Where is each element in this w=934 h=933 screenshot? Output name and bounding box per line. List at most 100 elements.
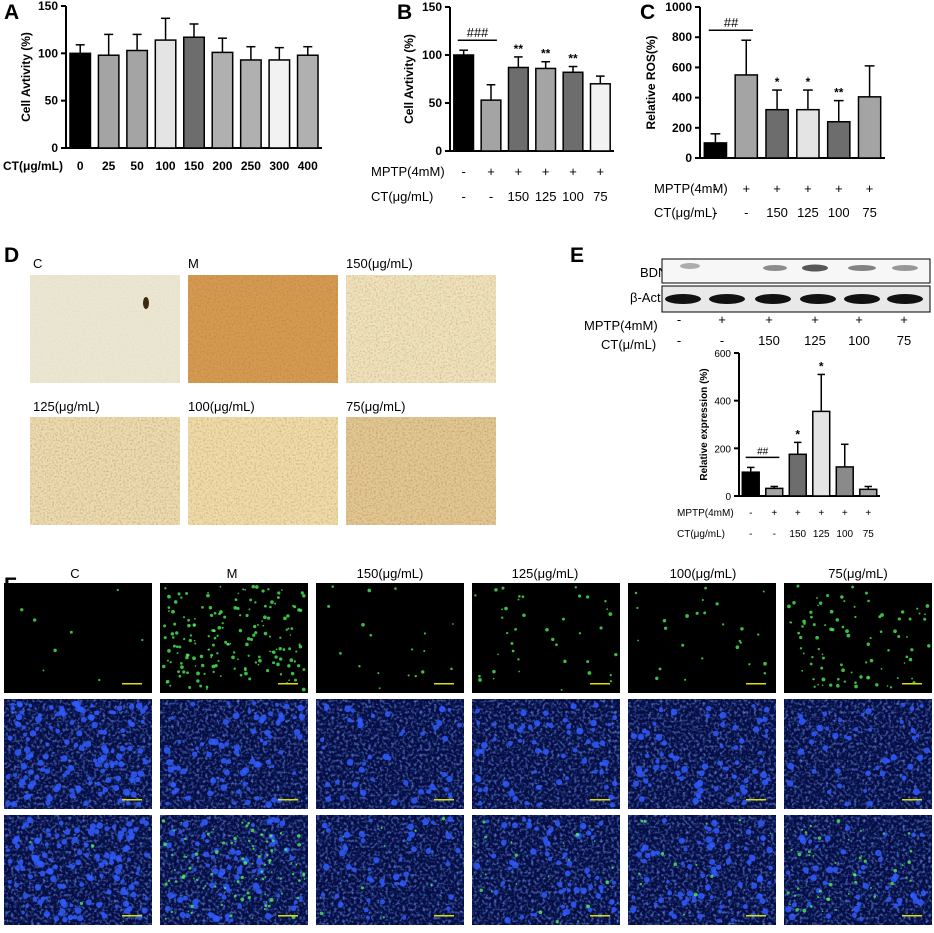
bar: [765, 487, 784, 497]
tunel-signal: [609, 679, 612, 683]
nucleus: [237, 903, 243, 909]
nucleus: [679, 776, 685, 781]
tunel-signal: [180, 665, 184, 669]
tunel-signal: [804, 831, 808, 834]
tunel-signal: [701, 657, 704, 660]
tunel-signal: [492, 677, 495, 680]
nucleus: [697, 892, 705, 900]
tunel-signal: [255, 877, 258, 880]
tunel-signal: [821, 684, 824, 686]
nucleus: [588, 884, 593, 890]
nucleus: [711, 870, 718, 877]
significance-mark: **: [541, 47, 551, 61]
micrograph-image: [4, 583, 152, 693]
nucleus: [655, 734, 663, 741]
tunel-signal: [893, 629, 897, 634]
nucleus: [50, 875, 57, 883]
tunel-signal: [882, 832, 885, 835]
nucleus: [167, 766, 174, 773]
tunel-signal: [286, 614, 290, 618]
nucleus: [504, 917, 511, 924]
tunel-signal: [234, 598, 238, 602]
nucleus: [919, 832, 924, 837]
nucleus: [199, 742, 205, 747]
nucleus: [96, 822, 104, 829]
bar: [788, 453, 807, 497]
nucleus: [56, 843, 62, 849]
tunel-signal: [233, 606, 238, 610]
nucleus: [320, 737, 325, 743]
tunel-signal: [290, 861, 293, 864]
tunel-signal: [284, 848, 288, 851]
nucleus: [650, 850, 657, 857]
nucleus: [357, 718, 363, 724]
nucleus: [239, 769, 247, 777]
tunel-signal: [900, 610, 905, 614]
nucleus: [476, 720, 481, 725]
tunel-signal: [810, 615, 813, 619]
nucleus: [637, 733, 645, 741]
micrograph-background: [784, 583, 932, 693]
nucleus: [762, 716, 768, 723]
nucleus: [367, 867, 372, 872]
tunel-signal: [254, 661, 258, 664]
scale-bar: [278, 683, 298, 685]
nucleus: [253, 761, 261, 768]
tunel-signal: [927, 644, 931, 648]
nucleus: [144, 896, 149, 901]
blot-condition: -: [720, 333, 724, 348]
tunel-signal: [660, 852, 665, 856]
nucleus: [835, 768, 841, 774]
nucleus: [843, 735, 848, 739]
nucleus: [586, 873, 591, 878]
nucleus: [13, 835, 21, 842]
tunel-signal: [327, 604, 331, 608]
nucleus: [536, 802, 541, 807]
nucleus: [360, 789, 367, 797]
tunel-signal: [244, 671, 248, 676]
nucleus: [548, 723, 554, 729]
micrograph-image: [160, 583, 308, 693]
nucleus: [411, 846, 417, 853]
nucleus: [262, 740, 268, 746]
nucleus: [815, 844, 819, 849]
nucleus: [97, 756, 105, 764]
tunel-signal: [394, 587, 397, 590]
nucleus: [172, 894, 176, 898]
blot-condition: 150: [758, 333, 780, 348]
tunel-signal: [175, 631, 179, 635]
tunel-signal: [897, 635, 901, 639]
tunel-signal: [245, 613, 249, 618]
nucleus: [177, 896, 184, 903]
nucleus: [879, 770, 886, 777]
ihc-micrographs: C M 150(μg/mL) 125(μg/mL) 100(μg/mL) 75(…: [30, 256, 496, 525]
nucleus: [236, 866, 243, 872]
nucleus: [21, 825, 26, 830]
nucleus: [226, 865, 232, 871]
nucleus: [118, 797, 124, 804]
nucleus: [125, 800, 131, 806]
nucleus: [483, 786, 489, 792]
bar: [857, 96, 882, 159]
scale-bar: [278, 799, 298, 801]
tunel-signal: [840, 595, 844, 599]
nucleus: [19, 710, 24, 715]
tunel-signal: [561, 617, 565, 621]
nucleus: [113, 760, 119, 766]
nucleus: [757, 819, 764, 827]
nucleus: [17, 859, 24, 866]
nucleus: [74, 827, 81, 834]
nucleus: [706, 705, 712, 712]
tunel-signal: [517, 658, 520, 661]
nucleus: [387, 756, 392, 761]
tunel-signal: [722, 623, 725, 626]
tunel-signal: [807, 850, 811, 854]
nucleus: [233, 744, 240, 751]
tunel-signal: [269, 834, 273, 838]
tunel-signal: [847, 892, 850, 895]
tunel-signal: [423, 650, 426, 653]
tunel-signal: [517, 598, 520, 601]
micrograph-caption: C: [70, 566, 79, 581]
tunel-signal: [810, 905, 813, 908]
tunel-signal: [518, 670, 521, 673]
